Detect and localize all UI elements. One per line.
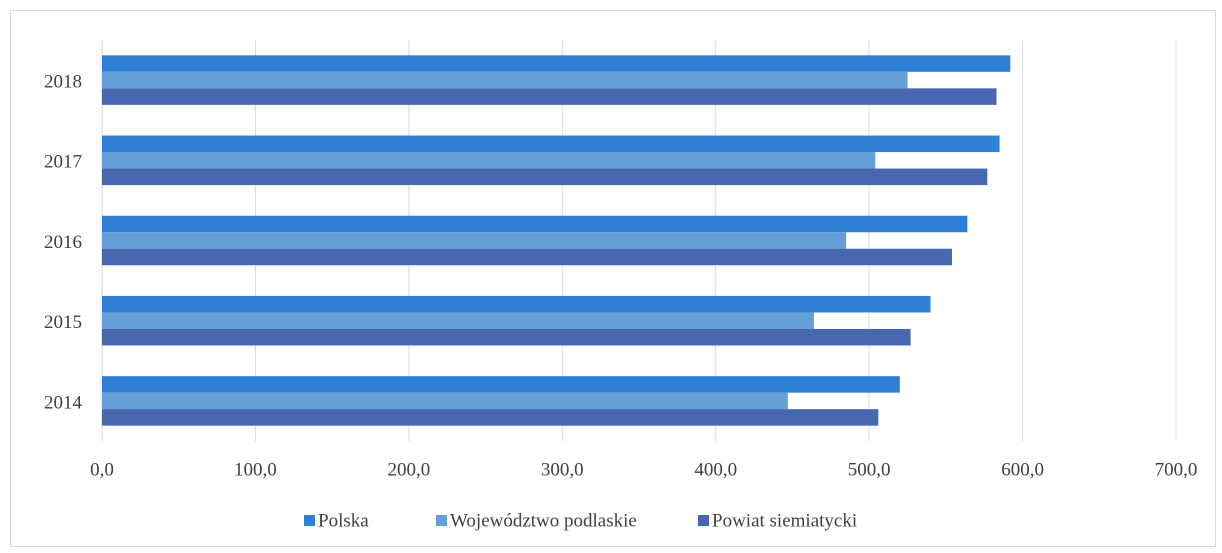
bar — [102, 248, 952, 266]
legend-swatch — [436, 515, 447, 526]
x-tick-label: 600,0 — [1001, 459, 1044, 480]
legend-label: Polska — [318, 510, 369, 531]
x-tick-label: 500,0 — [848, 459, 891, 480]
bar — [102, 376, 900, 393]
bar — [102, 135, 1000, 153]
x-tick-label: 100,0 — [234, 459, 277, 480]
bar — [102, 232, 847, 249]
bar — [102, 409, 879, 426]
bar — [102, 215, 968, 233]
x-tick-label: 0,0 — [90, 459, 114, 480]
bar — [102, 312, 814, 329]
legend-swatch — [304, 515, 315, 526]
bar — [102, 168, 988, 186]
x-tick-label: 700,0 — [1155, 459, 1198, 480]
y-tick-label: 2017 — [44, 152, 82, 173]
bar — [102, 152, 876, 169]
bar — [102, 55, 1011, 72]
bar — [102, 71, 908, 89]
legend-label: Województwo podlaskie — [450, 510, 637, 531]
legend-swatch — [698, 515, 709, 526]
x-tick-label: 400,0 — [694, 459, 737, 480]
bar — [102, 88, 997, 105]
y-tick-label: 2016 — [44, 232, 82, 253]
y-tick-label: 2014 — [44, 392, 83, 413]
bar — [102, 328, 911, 346]
x-tick-label: 200,0 — [387, 459, 430, 480]
x-tick-label: 300,0 — [541, 459, 584, 480]
y-tick-label: 2018 — [44, 71, 82, 92]
legend-label: Powiat siemiatycki — [712, 510, 857, 531]
bar — [102, 392, 788, 410]
y-tick-label: 2015 — [44, 312, 82, 333]
bar — [102, 295, 931, 313]
